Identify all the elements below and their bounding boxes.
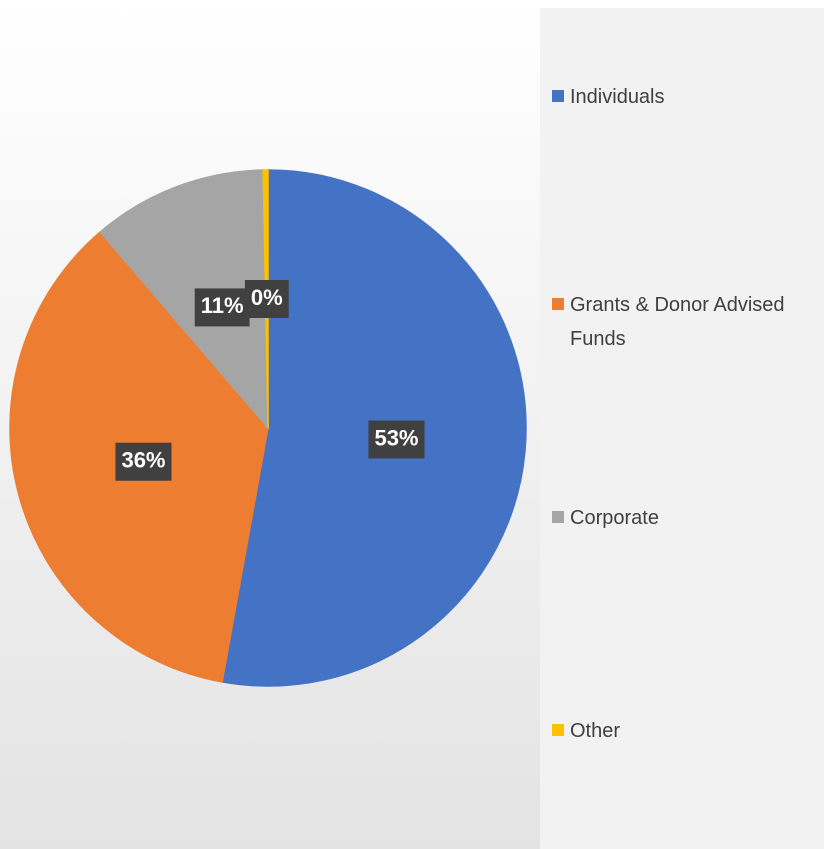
- data-label-box: [194, 288, 250, 327]
- legend-swatch: [552, 724, 564, 736]
- legend-label: Individuals: [570, 86, 665, 108]
- legend-item: Corporate: [552, 501, 812, 535]
- data-label: 36%: [115, 442, 172, 481]
- legend-label: Other: [570, 720, 621, 742]
- data-label-box: [368, 420, 425, 459]
- legend-item: Grants & Donor Advised Funds: [552, 288, 812, 356]
- data-label: 53%: [368, 420, 425, 459]
- legend-item: Other: [552, 714, 812, 748]
- data-label-box: [115, 442, 172, 481]
- data-label-text: 11%: [201, 293, 244, 318]
- data-label-box: [244, 280, 289, 319]
- legend: Individuals Grants & Donor Advised Funds C…: [540, 8, 824, 849]
- data-label: 11%: [194, 288, 250, 327]
- legend-swatch: [552, 511, 564, 523]
- data-label: 0%: [244, 280, 289, 319]
- legend-swatch: [552, 90, 564, 102]
- data-label-text: 36%: [121, 448, 165, 473]
- legend-label: Grants & Donor Advised Funds: [570, 294, 785, 350]
- pie-slice: [99, 169, 269, 431]
- chart: 53% 36% 11% 0%: [9, 169, 527, 687]
- legend-item: Individuals: [552, 80, 812, 114]
- legend-label: Corporate: [570, 507, 659, 529]
- data-label-text: 0%: [251, 285, 283, 310]
- data-label-text: 53%: [374, 425, 418, 450]
- legend-swatch: [552, 298, 564, 310]
